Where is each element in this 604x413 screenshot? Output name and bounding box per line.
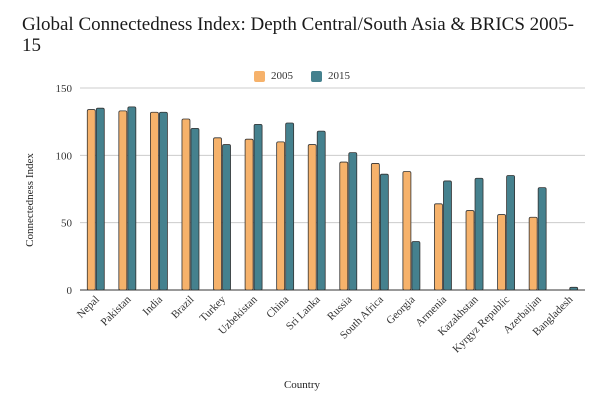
legend: 2005 2015 bbox=[0, 67, 604, 85]
bar-2005-azerbaijan bbox=[528, 216, 538, 291]
x-tick-label: Brazil bbox=[169, 294, 196, 321]
legend-item-2015: 2015 bbox=[311, 70, 350, 82]
bar-2005-armenia bbox=[434, 203, 443, 291]
bar-2015-india bbox=[159, 111, 168, 291]
bar-2005-uzbekistan bbox=[244, 138, 254, 291]
x-tick-label: Sri Lanka bbox=[284, 294, 323, 333]
x-tick-label: Nepal bbox=[75, 294, 102, 321]
chart-title: Global Connectedness Index: Depth Centra… bbox=[22, 14, 575, 56]
bar-2015-turkey bbox=[222, 144, 231, 291]
bar-2015-brazil bbox=[190, 127, 200, 291]
bar-2015-nepal bbox=[95, 107, 105, 291]
bar-2015-south-africa bbox=[379, 173, 389, 291]
y-tick-label: 0 bbox=[67, 285, 73, 297]
bar-2005-kyrgyz-republic bbox=[497, 214, 506, 291]
bar-2015-china bbox=[285, 122, 295, 291]
bar-2005-kazakhstan bbox=[465, 210, 475, 291]
x-axis-label: Country bbox=[283, 379, 321, 391]
legend-label-2015: 2015 bbox=[328, 70, 350, 82]
x-tick-label: India bbox=[141, 294, 166, 319]
bar-2015-uzbekistan bbox=[253, 123, 263, 291]
bar-2015-bangladesh bbox=[569, 286, 579, 291]
bar-2015-azerbaijan bbox=[537, 187, 547, 291]
bar-2005-brazil bbox=[181, 118, 191, 291]
bar-2015-kazakhstan bbox=[474, 177, 484, 291]
bar-2015-russia bbox=[348, 152, 358, 291]
y-tick-label: 150 bbox=[56, 83, 73, 95]
bar-2005-russia bbox=[339, 161, 349, 291]
bar-2005-south-africa bbox=[370, 163, 380, 291]
bar-2005-sri-lanka bbox=[307, 144, 317, 291]
legend-swatch-2015 bbox=[311, 70, 322, 82]
x-tick-label: Russia bbox=[325, 294, 354, 323]
y-tick-label: 100 bbox=[56, 150, 73, 162]
bar-2015-armenia bbox=[443, 180, 452, 291]
legend-swatch-2005 bbox=[254, 70, 265, 82]
bar-2015-sri-lanka bbox=[316, 130, 326, 291]
bar-2005-india bbox=[150, 111, 159, 291]
legend-label-2005: 2005 bbox=[271, 70, 293, 82]
bar-2005-nepal bbox=[86, 109, 96, 291]
bar-2015-kyrgyz-republic bbox=[506, 175, 515, 291]
x-tick-label: Kyrgyz Republic bbox=[451, 294, 513, 356]
x-tick-label: Pakistan bbox=[99, 293, 134, 328]
legend-item-2005: 2005 bbox=[254, 70, 293, 82]
bar-2015-georgia bbox=[411, 241, 421, 291]
bar-2005-turkey bbox=[213, 137, 222, 291]
bar-2015-pakistan bbox=[127, 106, 137, 291]
y-tick-label: 50 bbox=[61, 218, 73, 230]
x-tick-label: China bbox=[264, 294, 291, 321]
bar-2005-china bbox=[276, 141, 286, 291]
bar-2005-pakistan bbox=[118, 110, 128, 291]
bar-2005-georgia bbox=[402, 171, 412, 291]
x-tick-label: Georgia bbox=[384, 294, 417, 327]
